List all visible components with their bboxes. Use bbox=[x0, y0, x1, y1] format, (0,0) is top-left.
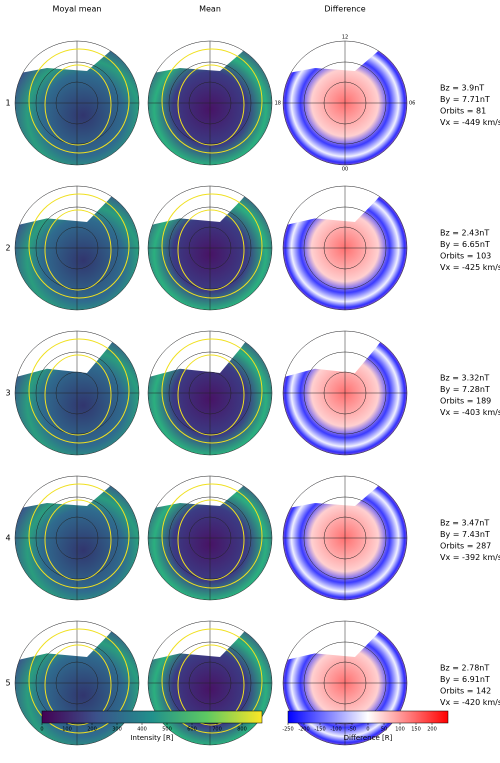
oval-boundary bbox=[44, 354, 112, 436]
colorbar-tick-label: -250 bbox=[282, 727, 293, 733]
oval-boundary bbox=[161, 628, 263, 734]
colorbar-tick-label: 800 bbox=[237, 727, 247, 733]
colorbar bbox=[41, 710, 263, 724]
hour-label: 18 bbox=[275, 101, 281, 107]
parameter: Vx = -403 km/s bbox=[440, 408, 500, 417]
oval-boundary bbox=[177, 354, 245, 436]
oval-boundary bbox=[28, 193, 130, 299]
oval-boundary bbox=[177, 499, 245, 581]
oval-boundary bbox=[28, 483, 130, 589]
colorbar-label: Intensity [R] bbox=[130, 734, 173, 742]
parameter: Vx = -425 km/s bbox=[440, 263, 500, 272]
hour-label: 06 bbox=[409, 101, 415, 107]
row-label: 5 bbox=[5, 679, 10, 688]
colorbar-tick-label: 500 bbox=[162, 727, 172, 733]
colorbar-tick-label: -100 bbox=[330, 727, 341, 733]
parameter: Orbits = 142 bbox=[440, 687, 491, 696]
parameter: Bz = 3.32nT bbox=[440, 374, 489, 383]
hour-label: 12 bbox=[342, 35, 348, 41]
parameter: Orbits = 81 bbox=[440, 107, 486, 116]
colorbar-tick-label: 0 bbox=[366, 727, 369, 733]
colorbar-tick-label: 0 bbox=[40, 727, 43, 733]
colorbar-label: Difference [R] bbox=[344, 734, 393, 742]
parameter: Orbits = 103 bbox=[440, 252, 491, 261]
parameter: Orbits = 287 bbox=[440, 542, 491, 551]
oval-boundary bbox=[44, 64, 112, 146]
oval-boundary bbox=[177, 209, 245, 291]
colorbar-tick-label: -50 bbox=[348, 727, 356, 733]
oval-boundary bbox=[44, 644, 112, 726]
no-data bbox=[283, 331, 389, 378]
no-data bbox=[15, 331, 121, 378]
colorbar-tick-label: 700 bbox=[212, 727, 222, 733]
column-title: Difference bbox=[324, 5, 365, 14]
oval-boundary bbox=[161, 338, 263, 444]
colorbar-tick-label: 100 bbox=[395, 727, 405, 733]
parameter: By = 7.28nT bbox=[440, 385, 490, 394]
oval-boundary bbox=[44, 209, 112, 291]
oval-boundary bbox=[28, 628, 130, 734]
colorbar-tick-label: 100 bbox=[62, 727, 72, 733]
colorbar-tick-label: 200 bbox=[87, 727, 97, 733]
oval-boundary bbox=[177, 644, 245, 726]
colorbar-tick-label: 300 bbox=[112, 727, 122, 733]
colorbar-tick-label: 50 bbox=[381, 727, 387, 733]
parameter: By = 7.43nT bbox=[440, 530, 490, 539]
oval-boundary bbox=[161, 48, 263, 154]
parameter: By = 6.91nT bbox=[440, 675, 490, 684]
row-label: 1 bbox=[5, 99, 10, 108]
parameter: Bz = 2.43nT bbox=[440, 229, 489, 238]
oval-boundary bbox=[161, 193, 263, 299]
parameter: Vx = -449 km/s bbox=[440, 118, 500, 127]
column-title: Moyal mean bbox=[53, 5, 102, 14]
parameter: Bz = 2.78nT bbox=[440, 664, 489, 673]
row-label: 4 bbox=[5, 534, 10, 543]
oval-boundary bbox=[177, 64, 245, 146]
colorbar-tick-label: -200 bbox=[298, 727, 309, 733]
colorbar-tick-label: -150 bbox=[314, 727, 325, 733]
parameter: By = 6.65nT bbox=[440, 240, 490, 249]
row-label: 3 bbox=[5, 389, 10, 398]
colorbar-tick-label: 150 bbox=[411, 727, 421, 733]
parameter: Vx = -420 km/s bbox=[440, 698, 500, 707]
parameter: Bz = 3.9nT bbox=[440, 84, 484, 93]
row-label: 2 bbox=[5, 244, 10, 253]
oval-boundary bbox=[28, 48, 130, 154]
parameter: By = 7.71nT bbox=[440, 95, 490, 104]
parameter: Orbits = 189 bbox=[440, 397, 491, 406]
colorbar bbox=[287, 710, 449, 724]
hour-label: 00 bbox=[342, 167, 348, 173]
colorbar-tick-label: 600 bbox=[187, 727, 197, 733]
oval-boundary bbox=[44, 499, 112, 581]
no-data bbox=[148, 331, 254, 378]
column-title: Mean bbox=[199, 5, 221, 14]
colorbar-tick-label: 400 bbox=[137, 727, 147, 733]
oval-boundary bbox=[28, 338, 130, 444]
parameter: Vx = -392 km/s bbox=[440, 553, 500, 562]
oval-boundary bbox=[161, 483, 263, 589]
parameter: Bz = 3.47nT bbox=[440, 519, 489, 528]
colorbar-tick-label: 200 bbox=[427, 727, 437, 733]
